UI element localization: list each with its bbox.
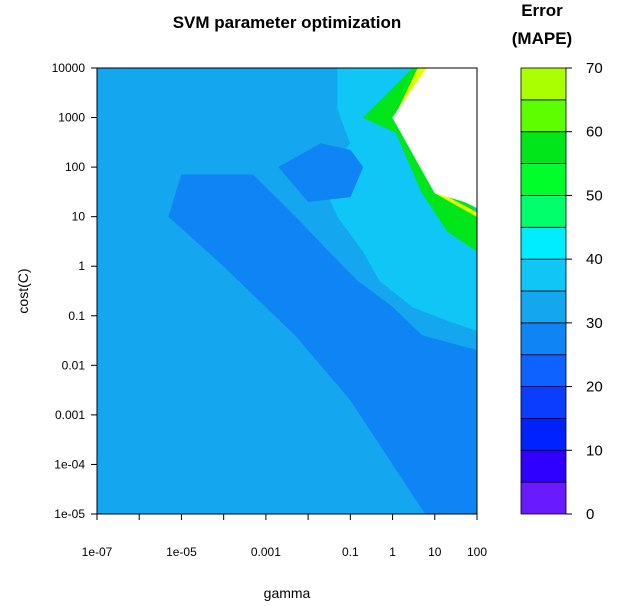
colorbar-segment [520, 449, 567, 483]
colorbar-segment [520, 386, 567, 419]
plot-frame [96, 67, 478, 515]
colorbar-tick-label: 60 [586, 124, 603, 141]
colorbar-segment [520, 131, 567, 164]
y-tick-label: 1000 [58, 111, 85, 125]
y-tick-label: 0.001 [55, 408, 85, 422]
colorbar-segment [520, 195, 567, 228]
y-axis: 1e-05 1e-04 0.001 0.01 0.1 1 10 100 1000 10000 [52, 61, 97, 521]
colorbar-segment [520, 481, 567, 515]
colorbar-tick-label: 20 [586, 379, 603, 396]
colorbar-tick-label: 70 [586, 60, 603, 77]
contour-region-2 [168, 174, 477, 514]
colorbar-title-line-1: Error [521, 1, 563, 20]
colorbar-segment [520, 99, 567, 133]
colorbar-tick-label: 40 [586, 251, 603, 268]
x-axis: 1e-07 1e-05 0.001 0.1 1 10 100 [82, 514, 487, 559]
colorbar-segment [520, 226, 567, 260]
colorbar-tick-label: 50 [586, 187, 603, 204]
colorbar-title-line-2: (MAPE) [512, 29, 572, 48]
colorbar-segment [520, 418, 567, 451]
x-tick-label: 1e-07 [82, 545, 113, 559]
x-tick-label: 0.1 [342, 545, 359, 559]
y-tick-label: 10000 [52, 61, 86, 75]
contour-region-3 [278, 143, 364, 202]
chart-title: SVM parameter optimization [173, 13, 402, 32]
y-axis-label: cost(C) [15, 268, 31, 313]
plot-area [96, 67, 478, 515]
y-tick-label: 10 [72, 210, 86, 224]
x-tick-label: 10 [428, 545, 442, 559]
colorbar-segment [520, 163, 567, 196]
colorbar-tick-label: 10 [586, 442, 603, 459]
y-tick-label: 1 [78, 259, 85, 273]
y-tick-label: 0.1 [68, 309, 85, 323]
y-tick-label: 0.01 [62, 358, 86, 372]
y-tick-label: 100 [65, 160, 85, 174]
colorbar-tick-label: 30 [586, 315, 603, 332]
colorbar-segment [520, 258, 567, 292]
colorbar-segment [520, 354, 567, 387]
x-tick-label: 100 [467, 545, 487, 559]
x-axis-label: gamma [264, 585, 311, 601]
x-tick-label: 0.001 [251, 545, 281, 559]
contour-regions [97, 68, 477, 514]
colorbar-tick-label: 0 [586, 506, 594, 523]
colorbar-segment [520, 290, 567, 324]
colorbar-segment [520, 67, 567, 101]
x-tick-label: 1 [389, 545, 396, 559]
contour-region-6 [392, 68, 477, 209]
y-tick-label: 1e-05 [54, 507, 85, 521]
y-tick-label: 1e-04 [54, 457, 85, 471]
colorbar: 0 10 20 30 40 50 60 70 [520, 60, 603, 523]
colorbar-segment [520, 322, 567, 356]
x-tick-label: 1e-05 [166, 545, 197, 559]
